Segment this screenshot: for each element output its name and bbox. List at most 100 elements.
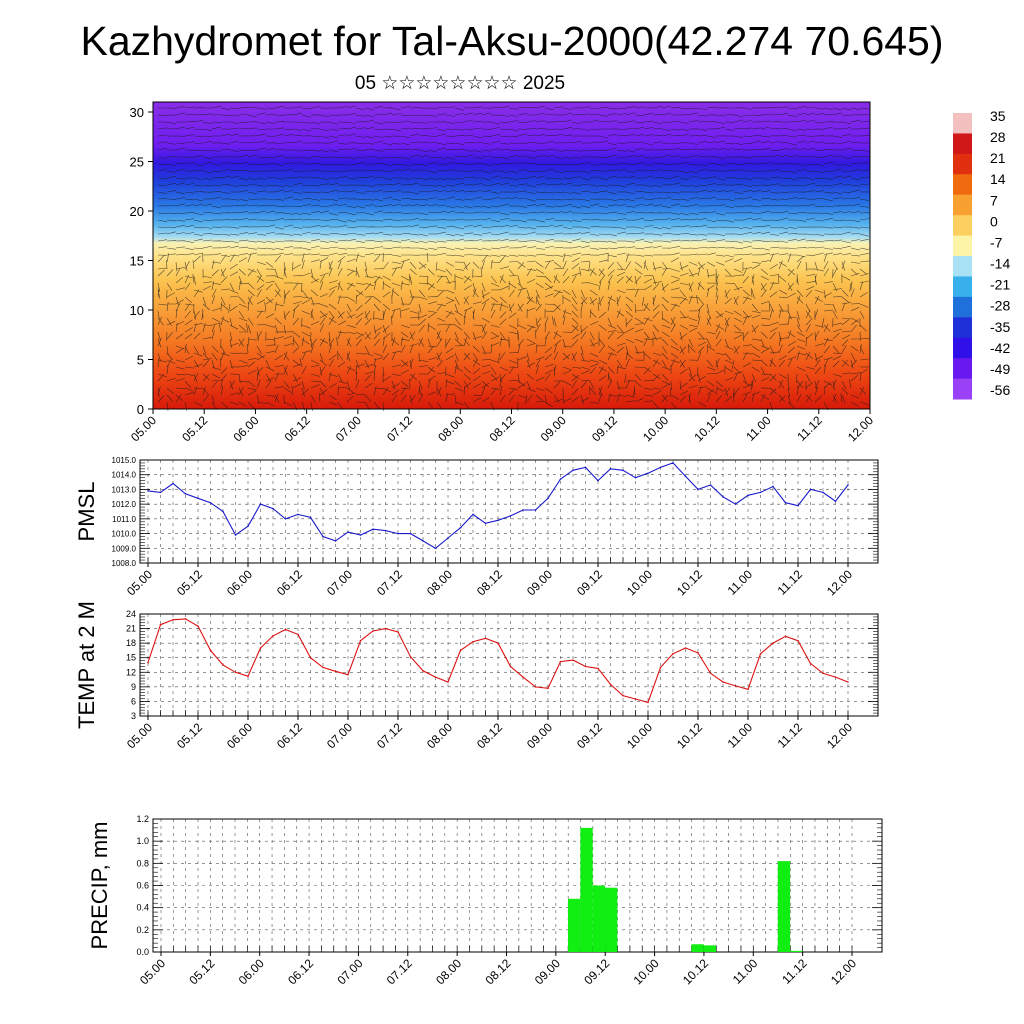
panel1-xtick-label: 08.12 [486, 413, 517, 444]
colorbar-swatch [953, 133, 972, 155]
colorbar-label: 14 [990, 171, 1006, 187]
data-point [372, 630, 374, 632]
panel1-xtick-label: 12.00 [845, 413, 876, 444]
xtick-label: 09.12 [581, 956, 612, 987]
xtick-label: 05.00 [124, 720, 155, 751]
data-point [509, 515, 512, 517]
panel-frame [139, 459, 879, 564]
xtick-label: 10.12 [674, 720, 705, 751]
data-point [247, 675, 249, 677]
data-point [409, 655, 412, 658]
panel1-xtick-label: 06.12 [282, 413, 313, 444]
data-point [197, 497, 199, 500]
data-point [159, 623, 162, 626]
data-point [272, 635, 274, 637]
data-point [322, 535, 324, 538]
xtick-label: 09.12 [574, 567, 605, 598]
data-point [484, 637, 487, 640]
ytick-label: 1.2 [136, 814, 149, 824]
colorbar-label: -56 [990, 382, 1010, 398]
panel-2: 1008.0 1009.0 1010.0 1011.0 1012.0 1013.0 1014… [74, 456, 879, 598]
xtick-label: 12.00 [828, 956, 859, 987]
data-point [147, 490, 149, 492]
data-point [184, 618, 187, 620]
precip-bar [691, 944, 704, 952]
ytick-label: 1015.0 [112, 456, 137, 465]
data-point [447, 681, 449, 683]
ytick-label: 0.6 [136, 881, 149, 891]
xtick-label: 05.00 [137, 956, 168, 987]
panel1-xtick-label: 05.12 [179, 413, 210, 444]
data-point [284, 628, 287, 631]
xtick-label: 06.00 [224, 567, 255, 598]
data-point [772, 485, 774, 488]
data-point [559, 478, 562, 480]
colorbar-label: -7 [990, 234, 1003, 250]
data-point [184, 493, 187, 495]
ytick-label: 15 [126, 653, 136, 663]
ytick-label: 1.0 [136, 836, 149, 846]
xtick-label: 12.00 [824, 567, 855, 598]
series-line [147, 618, 849, 704]
data-point [172, 619, 174, 621]
data-point [209, 501, 212, 504]
y-axis-title: TEMP at 2 M [74, 601, 99, 729]
ytick-label: 12 [126, 667, 136, 677]
xtick-label: 08.00 [433, 956, 464, 987]
xtick-label: 11.12 [775, 720, 806, 751]
data-point [647, 472, 649, 475]
data-point [222, 664, 224, 666]
data-point [659, 466, 662, 469]
data-point [359, 534, 362, 536]
data-point [722, 495, 724, 498]
data-point [672, 462, 674, 464]
data-point [722, 681, 724, 683]
xtick-label: 09.00 [524, 567, 555, 598]
data-point [709, 672, 712, 675]
data-point [459, 649, 462, 652]
xtick-label: 07.00 [324, 720, 355, 751]
ytick-label: 21 [126, 624, 136, 634]
precip-bar [703, 945, 717, 952]
ytick-label: 0.8 [136, 858, 149, 868]
data-point [759, 491, 762, 494]
colorbar-swatch [953, 378, 972, 400]
panel1-ytick-label: 5 [137, 353, 144, 368]
xtick-label: 10.00 [624, 567, 655, 598]
panel-4: 0.0 0.2 0.4 0.6 0.8 1.0 1.2 05.00 05.12 06.00 06.1… [87, 814, 883, 987]
xtick-label: 08.00 [424, 567, 455, 598]
colorbar-label: -42 [990, 340, 1010, 356]
data-point [147, 661, 149, 664]
panel1-xtick-label: 11.00 [743, 413, 774, 444]
chart-title: Kazhydromet for Tal-Aksu-2000(42.274 70.… [80, 18, 944, 64]
data-point [522, 509, 524, 511]
data-point [472, 640, 474, 643]
data-point [734, 685, 737, 687]
xtick-label: 11.12 [779, 956, 810, 987]
panel1-xtick-label: 10.00 [640, 413, 671, 444]
data-point [397, 532, 399, 535]
data-point [509, 665, 512, 668]
ytick-label: 3 [131, 711, 136, 721]
data-point [597, 667, 599, 670]
data-point [234, 534, 237, 536]
ytick-label: 24 [126, 609, 136, 619]
ytick-label: 0.2 [136, 925, 149, 935]
data-point [597, 479, 599, 482]
xtick-label: 09.12 [574, 720, 605, 751]
data-point [334, 670, 337, 673]
panel1-xtick-label: 06.00 [230, 413, 261, 444]
data-point [384, 529, 387, 532]
data-point [784, 501, 787, 504]
colorbar-label: 21 [990, 150, 1006, 166]
data-point [609, 468, 612, 470]
data-point [497, 642, 499, 644]
precip-bar [568, 898, 581, 952]
data-point [572, 469, 574, 472]
data-point [809, 662, 812, 665]
data-point [359, 639, 362, 642]
data-point [634, 476, 637, 479]
panel-frame [139, 613, 879, 717]
data-point [684, 475, 687, 477]
data-point [534, 509, 537, 511]
